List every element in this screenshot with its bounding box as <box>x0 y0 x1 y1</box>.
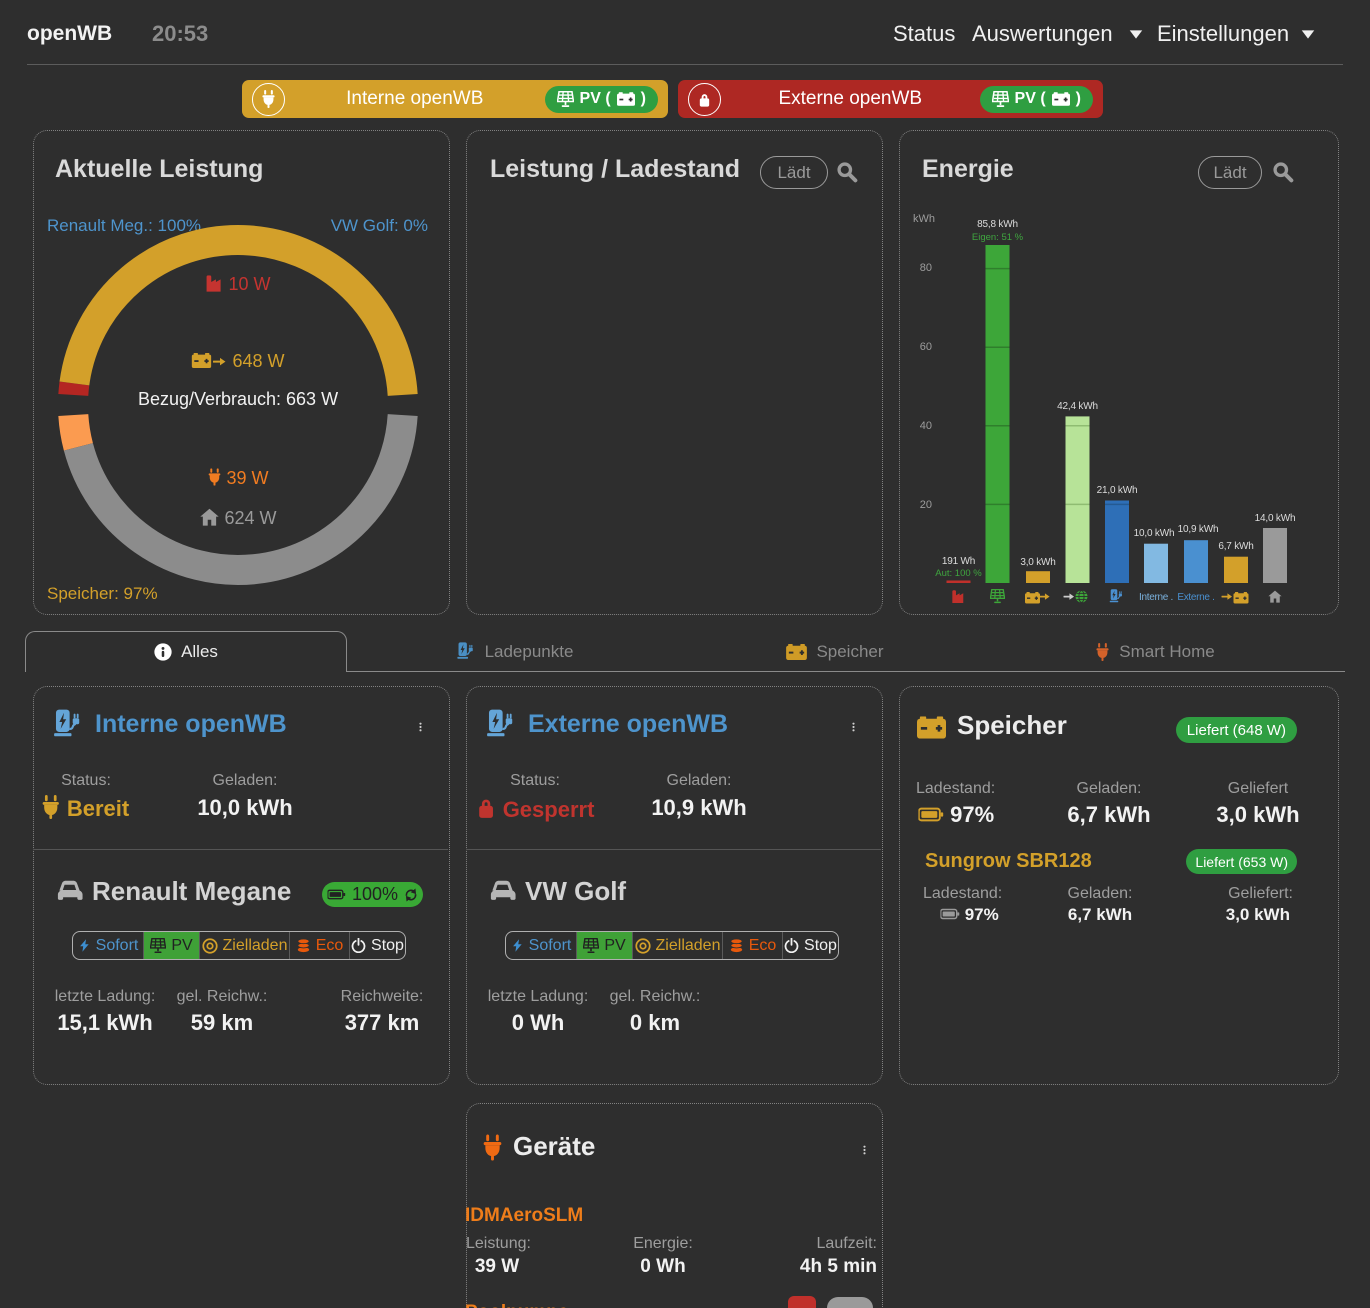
svg-text:6,7 kWh: 6,7 kWh <box>1218 541 1253 552</box>
svg-text:20: 20 <box>920 499 932 511</box>
svg-text:Externe .: Externe . <box>1177 592 1214 603</box>
svg-text:14,0 kWh: 14,0 kWh <box>1255 513 1296 524</box>
svg-text:Interne .: Interne . <box>1139 592 1173 603</box>
svg-text:191 Wh: 191 Wh <box>942 556 975 567</box>
svg-text:3,0 kWh: 3,0 kWh <box>1020 557 1055 568</box>
svg-text:kWh: kWh <box>913 213 935 225</box>
svg-text:Eigen: 51 %: Eigen: 51 % <box>972 232 1024 243</box>
svg-text:Aut: 100 %: Aut: 100 % <box>935 568 982 579</box>
svg-text:21,0 kWh: 21,0 kWh <box>1097 485 1138 496</box>
svg-text:10,0 kWh: 10,0 kWh <box>1134 528 1175 539</box>
svg-text:85,8 kWh: 85,8 kWh <box>977 219 1018 230</box>
svg-text:60: 60 <box>920 341 932 353</box>
svg-text:42,4 kWh: 42,4 kWh <box>1057 401 1098 412</box>
svg-text:10,9 kWh: 10,9 kWh <box>1178 524 1219 535</box>
svg-text:80: 80 <box>920 262 932 274</box>
svg-text:40: 40 <box>920 420 932 432</box>
